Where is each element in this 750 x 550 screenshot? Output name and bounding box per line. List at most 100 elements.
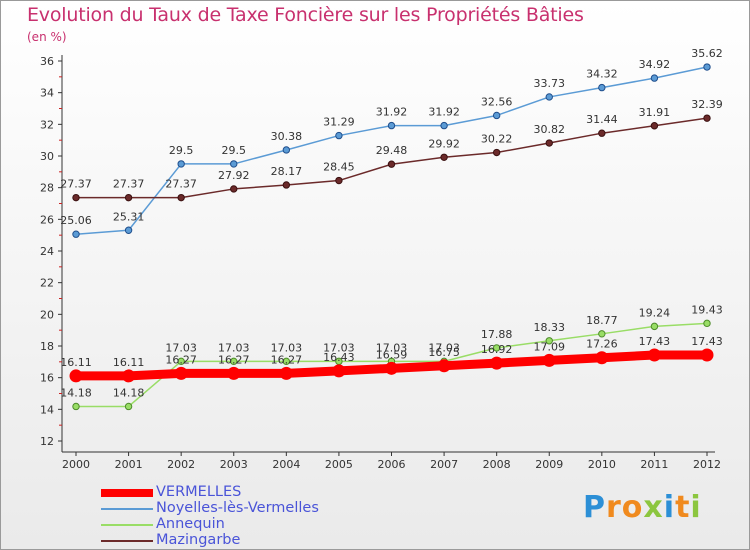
y-tick-label: 12	[40, 435, 54, 448]
legend-label: Noyelles-lès-Vermelles	[156, 500, 319, 516]
data-label: 16.11	[60, 356, 92, 369]
legend-swatch	[101, 540, 153, 542]
x-tick-label: 2006	[378, 458, 406, 471]
data-point	[650, 122, 659, 130]
data-point	[69, 369, 83, 383]
y-tick-label: 26	[40, 213, 54, 226]
data-label: 25.31	[113, 210, 145, 223]
data-point	[440, 121, 448, 130]
data-label: 28.17	[271, 165, 303, 178]
data-label: 29.5	[222, 144, 247, 157]
data-point	[545, 337, 553, 345]
data-label: 18.77	[586, 314, 618, 327]
logo-letter: i	[690, 490, 702, 525]
data-label: 30.82	[534, 123, 566, 136]
data-point	[492, 148, 501, 157]
data-point	[598, 330, 606, 338]
series-0	[69, 348, 714, 383]
data-point	[282, 146, 291, 154]
data-point	[647, 348, 661, 362]
y-tick-label: 30	[40, 150, 54, 163]
x-tick-label: 2011	[640, 458, 668, 471]
data-label: 31.29	[323, 116, 355, 129]
data-label: 16.43	[323, 351, 355, 364]
data-point	[385, 361, 398, 375]
x-tick-label: 2004	[272, 458, 300, 471]
data-point	[72, 230, 80, 238]
data-point	[387, 121, 396, 130]
y-tick-label: 22	[40, 277, 54, 290]
chart-title: Evolution du Taux de Taxe Foncière sur l…	[27, 4, 584, 26]
data-label: 31.92	[376, 106, 408, 119]
data-point	[282, 181, 291, 189]
data-label: 35.62	[691, 47, 723, 60]
data-label: 17.88	[481, 328, 513, 341]
data-labels-2: 14.18 14.18 17.03 17.03 17.03 17.03 17.03 17.03…	[60, 303, 723, 399]
y-tick-label: 36	[40, 55, 54, 68]
logo-letter: t	[675, 490, 691, 525]
data-point	[124, 193, 133, 202]
data-point	[492, 344, 501, 352]
x-tick-label: 2001	[115, 458, 143, 471]
legend-swatch	[101, 508, 153, 510]
data-point	[545, 93, 553, 101]
data-point	[332, 364, 346, 378]
x-tick-label: 2007	[430, 458, 458, 471]
data-point	[230, 160, 238, 168]
data-point	[177, 357, 185, 366]
data-point	[595, 351, 609, 365]
series-3	[72, 114, 711, 202]
y-tick-label: 16	[40, 372, 54, 385]
data-label: 16.75	[428, 346, 460, 359]
x-tick-label: 2009	[535, 458, 563, 471]
data-label: 27.92	[218, 169, 250, 182]
data-point	[230, 185, 238, 193]
data-labels-0: 16.11 16.11 16.27 16.27 16.27 16.43 16.59 16.75…	[60, 335, 723, 369]
data-point	[122, 369, 136, 383]
data-label: 30.38	[271, 130, 303, 143]
data-point	[492, 111, 501, 120]
data-label: 17.26	[586, 338, 618, 351]
data-point	[703, 114, 711, 122]
data-label: 25.06	[60, 214, 92, 227]
data-point	[440, 153, 448, 161]
data-label: 31.91	[639, 106, 671, 119]
y-tick-label: 32	[40, 118, 54, 131]
data-label: 17.03	[271, 341, 303, 354]
y-tick-label: 24	[40, 245, 54, 258]
data-point	[490, 356, 504, 370]
data-point	[227, 366, 241, 380]
data-point	[703, 319, 711, 328]
data-label: 16.11	[113, 356, 145, 369]
y-tick-label: 14	[40, 403, 54, 416]
data-label: 17.43	[639, 335, 671, 348]
data-label: 28.45	[323, 161, 355, 174]
data-point	[700, 348, 714, 362]
data-label: 30.22	[481, 133, 513, 146]
x-tick-label: 2010	[588, 458, 616, 471]
data-point	[279, 366, 293, 380]
data-point	[542, 353, 556, 367]
unit-label: (en %)	[27, 30, 67, 44]
data-label: 14.18	[60, 386, 92, 399]
data-labels-1: 25.06 25.31 29.5 29.5 30.38 31.29 31.92 31.92 32…	[60, 47, 723, 227]
data-point	[335, 176, 343, 185]
proxiti-logo: Proxiti	[583, 490, 702, 525]
data-label: 32.56	[481, 95, 513, 108]
data-label: 16.27	[218, 353, 250, 366]
data-point	[703, 63, 711, 71]
data-point	[545, 139, 553, 147]
data-label: 17.03	[376, 341, 408, 354]
data-point	[650, 74, 659, 82]
data-point	[335, 131, 343, 140]
x-tick-label: 2002	[167, 458, 195, 471]
data-point	[230, 357, 238, 366]
legend-swatch	[101, 524, 153, 526]
logo-letter: x	[643, 490, 664, 525]
data-label: 29.5	[169, 144, 194, 157]
data-label: 29.92	[428, 137, 460, 150]
data-label: 17.03	[218, 341, 250, 354]
data-label: 16.59	[376, 348, 408, 361]
